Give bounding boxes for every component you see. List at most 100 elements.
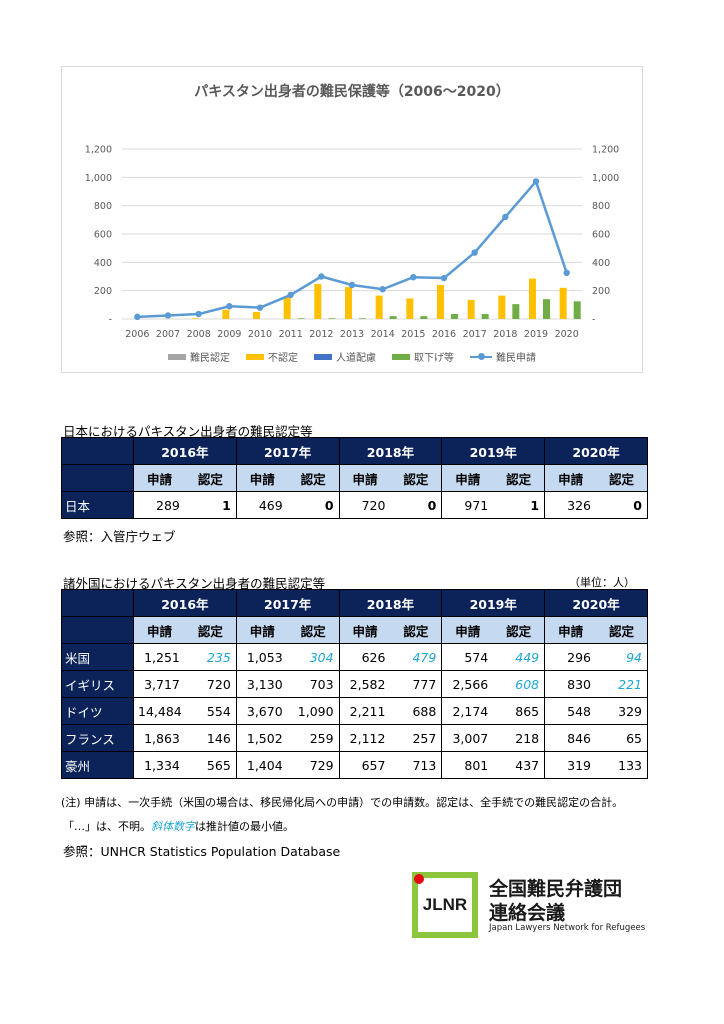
cell-applications: 469 bbox=[235, 491, 288, 519]
cell-applications: 720 bbox=[338, 491, 391, 519]
legend-label: 難民申請 bbox=[496, 353, 536, 364]
bar-不認定 bbox=[529, 278, 536, 319]
cell-applications: 1,502 bbox=[235, 724, 288, 752]
cell-recognitions: 94 bbox=[596, 643, 649, 671]
year-header: 2017年 bbox=[235, 437, 340, 465]
point-難民申請 bbox=[195, 310, 202, 318]
x-tick-label: 2009 bbox=[217, 329, 241, 340]
bar-取下げ等 bbox=[543, 299, 550, 319]
cell-recognitions: 304 bbox=[287, 643, 340, 671]
bar-不認定 bbox=[314, 283, 322, 319]
sub-header-recognition: 認定 bbox=[493, 464, 546, 492]
row-country: 豪州 bbox=[61, 751, 134, 779]
unit-note: （単位：人） bbox=[569, 576, 635, 589]
row-country: 日本 bbox=[61, 491, 134, 519]
bar-不認定 bbox=[467, 299, 475, 319]
year-header: 2019年 bbox=[441, 437, 546, 465]
table-corner bbox=[61, 437, 134, 465]
x-tick-label: 2012 bbox=[309, 329, 333, 340]
sub-header-apply: 申請 bbox=[132, 464, 185, 492]
note-unknown: 「…」は、不明。 bbox=[63, 820, 151, 833]
table-row: 豪州 1,334 565 1,404 729 657 713 801 437 319 133 bbox=[61, 751, 649, 779]
bar-取下げ等 bbox=[389, 316, 397, 319]
cell-applications: 1,251 bbox=[132, 643, 185, 671]
bar-不認定 bbox=[498, 295, 506, 319]
bar-取下げ等 bbox=[451, 314, 458, 319]
sub-header-apply: 申請 bbox=[235, 464, 288, 492]
japan-table: 2016年 2017年 2018年 2019年 2020年 申請 認定 申請 認定 申請 認定 申請認… bbox=[61, 437, 649, 519]
y2-tick-label: 600 bbox=[592, 230, 610, 241]
unhcr-reference: 参照：UNHCR Statistics Population Database bbox=[63, 844, 341, 859]
sub-header-recognition: 認定 bbox=[596, 616, 649, 644]
cell-applications: 2,582 bbox=[338, 670, 391, 698]
table-row: ドイツ 14,484 554 3,670 1,090 2,211 688 2,174 865 54… bbox=[61, 697, 649, 725]
table-row: イギリス 3,717 720 3,130 703 2,582 777 2,566 608 830 2… bbox=[61, 670, 649, 698]
foreign-table: 2016年 2017年 2018年 2019年 2020年 申請 認定 申請 認定 申請 認定 申請認… bbox=[61, 589, 649, 779]
point-難民申請 bbox=[256, 304, 264, 311]
cell-applications: 326 bbox=[544, 491, 597, 519]
x-tick-label: 2007 bbox=[156, 329, 180, 340]
bar-取下げ等 bbox=[512, 304, 520, 319]
y-tick-label: 200 bbox=[94, 286, 112, 297]
cell-applications: 1,863 bbox=[132, 724, 185, 752]
point-難民申請 bbox=[287, 291, 294, 299]
org-name-line1: 全国難民弁護団 bbox=[489, 878, 623, 900]
y-tick-label: 1,000 bbox=[85, 173, 112, 184]
bar-取下げ等 bbox=[481, 314, 489, 319]
cell-recognitions: 713 bbox=[390, 751, 443, 779]
note-application: (注) 申請は、一次手続（米国の場合は、移民帰化局への申請）での申請数。認定は、… bbox=[61, 796, 624, 809]
bar-不認定 bbox=[253, 311, 260, 319]
year-header: 2018年 bbox=[338, 437, 443, 465]
japan-reference: 参照：入管庁ウェブ bbox=[63, 529, 176, 544]
bar-不認定 bbox=[191, 318, 199, 319]
cell-applications: 2,566 bbox=[441, 670, 494, 698]
bar-取下げ等 bbox=[297, 318, 305, 319]
logo-inner: JLNR bbox=[418, 878, 472, 932]
cell-recognitions: 0 bbox=[390, 491, 443, 519]
year-header: 2020年 bbox=[544, 437, 648, 465]
cell-recognitions: 235 bbox=[184, 643, 237, 671]
cell-recognitions: 0 bbox=[596, 491, 649, 519]
cell-applications: 548 bbox=[544, 697, 597, 725]
cell-recognitions: 729 bbox=[287, 751, 340, 779]
row-country: 米国 bbox=[61, 643, 134, 671]
y2-tick-label: 800 bbox=[592, 201, 610, 212]
legend-swatch bbox=[470, 352, 492, 360]
y2-tick-label: 200 bbox=[592, 286, 610, 297]
y2-tick-label: 400 bbox=[592, 258, 610, 269]
point-難民申請 bbox=[502, 213, 509, 221]
point-難民申請 bbox=[318, 273, 325, 280]
legend-label: 不認定 bbox=[268, 353, 298, 364]
point-難民申請 bbox=[563, 269, 570, 277]
sub-header-recognition: 認定 bbox=[493, 616, 546, 644]
year-header: 2016年 bbox=[133, 437, 237, 465]
cell-applications: 2,211 bbox=[338, 697, 391, 725]
bar-取下げ等 bbox=[573, 301, 581, 319]
note-estimate: 「…」は、不明。斜体数字は推計値の最小値。 bbox=[63, 818, 294, 834]
cell-recognitions: 1 bbox=[184, 491, 237, 519]
chart-title: パキスタン出身者の難民保護等（2006～2020） bbox=[194, 84, 510, 100]
cell-recognitions: 221 bbox=[596, 670, 649, 698]
y-tick-label: 1,200 bbox=[85, 145, 112, 156]
cell-applications: 830 bbox=[544, 670, 597, 698]
cell-applications: 1,404 bbox=[235, 751, 288, 779]
year-header: 2018年 bbox=[338, 589, 443, 617]
x-tick-label: 2018 bbox=[493, 329, 517, 340]
note-estimate-desc: は推計値の最小値。 bbox=[195, 820, 294, 833]
bar-不認定 bbox=[283, 297, 291, 319]
cell-recognitions: 865 bbox=[493, 697, 546, 725]
x-tick-label: 2006 bbox=[125, 329, 149, 340]
cell-applications: 3,670 bbox=[235, 697, 288, 725]
sub-header-apply: 申請 bbox=[544, 464, 597, 492]
sub-header-recognition: 認定 bbox=[596, 464, 649, 492]
chart-legend: 難民認定 不認定 人道配慮 取下げ等 難民申請 bbox=[62, 349, 642, 364]
cell-recognitions: 133 bbox=[596, 751, 649, 779]
note-italic-label: 斜体数字 bbox=[151, 820, 195, 833]
y-tick-label: 600 bbox=[94, 230, 112, 241]
cell-applications: 626 bbox=[338, 643, 391, 671]
x-tick-label: 2014 bbox=[371, 329, 395, 340]
y2-tick-label: 1,000 bbox=[592, 173, 619, 184]
legend-item: 人道配慮 bbox=[314, 349, 376, 364]
org-name-english: Japan Lawyers Network for Refugees bbox=[489, 923, 646, 933]
cell-recognitions: 259 bbox=[287, 724, 340, 752]
